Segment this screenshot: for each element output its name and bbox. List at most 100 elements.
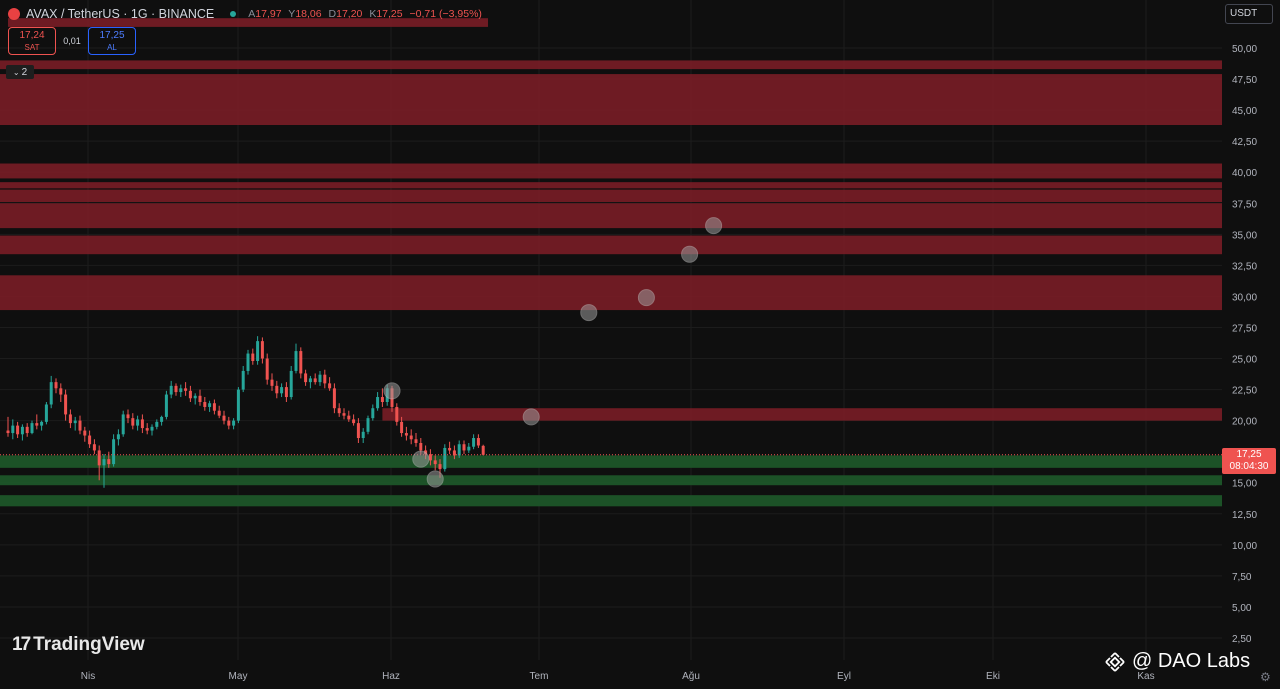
candle bbox=[30, 420, 34, 435]
ohlc-open-value: 17,97 bbox=[255, 8, 282, 20]
candle-body bbox=[6, 430, 10, 434]
candle-body bbox=[352, 419, 356, 424]
gear-icon[interactable]: ⚙ bbox=[1260, 670, 1271, 684]
candle bbox=[73, 416, 77, 431]
candle-body bbox=[155, 421, 159, 427]
candle-body bbox=[275, 385, 279, 394]
candle bbox=[54, 378, 58, 394]
candle-body bbox=[294, 351, 298, 371]
candle bbox=[131, 413, 135, 430]
candle-body bbox=[35, 423, 39, 426]
y-axis-tick-label: 25,00 bbox=[1232, 355, 1257, 366]
candle-body bbox=[150, 426, 154, 431]
support-zone bbox=[0, 455, 1222, 468]
resistance-zone bbox=[0, 235, 1222, 255]
candle bbox=[294, 343, 298, 374]
path-marker bbox=[681, 245, 699, 263]
candle bbox=[476, 434, 480, 448]
candle-body bbox=[83, 430, 87, 436]
candle-body bbox=[30, 423, 34, 434]
y-axis-tick-label: 42,50 bbox=[1232, 137, 1257, 148]
candle-body bbox=[116, 434, 120, 440]
resistance-zone bbox=[382, 408, 1222, 421]
candle-body bbox=[179, 388, 183, 393]
candle-body bbox=[308, 378, 312, 383]
candle-body bbox=[136, 419, 140, 426]
candle bbox=[49, 375, 53, 409]
candle bbox=[304, 369, 308, 386]
candle-body bbox=[59, 388, 63, 395]
candle bbox=[102, 454, 106, 488]
candle bbox=[380, 388, 384, 407]
resistance-zone bbox=[8, 18, 488, 27]
bar-countdown: 08:04:30 bbox=[1229, 461, 1269, 472]
binance-icon bbox=[1105, 651, 1125, 672]
candle-body bbox=[467, 446, 471, 451]
candle-body bbox=[203, 402, 207, 407]
candle-body bbox=[414, 439, 418, 443]
candle bbox=[179, 384, 183, 398]
candle bbox=[361, 428, 365, 443]
candle bbox=[472, 434, 476, 450]
y-axis-tick-label: 20,00 bbox=[1232, 417, 1257, 428]
path-marker bbox=[383, 382, 401, 400]
x-axis-tick-label: Haz bbox=[382, 671, 400, 682]
currency-unit-label: USDT bbox=[1230, 8, 1258, 19]
candle bbox=[169, 380, 173, 399]
candle-body bbox=[380, 397, 384, 402]
candle-body bbox=[212, 403, 216, 411]
collapse-count: 2 bbox=[21, 66, 28, 78]
candle bbox=[414, 433, 418, 447]
candle-body bbox=[270, 379, 274, 386]
y-axis-tick-label: 7,50 bbox=[1232, 572, 1252, 583]
sell-button[interactable]: 17,24 SAT bbox=[8, 27, 56, 55]
candle bbox=[116, 429, 120, 446]
candle-body bbox=[299, 351, 303, 374]
chevron-down-icon: ⌄ bbox=[12, 67, 20, 77]
sell-label: SAT bbox=[24, 43, 40, 52]
candle bbox=[208, 400, 212, 412]
buy-button[interactable]: 17,25 AL bbox=[88, 27, 136, 55]
candle bbox=[164, 390, 168, 420]
candle bbox=[400, 416, 404, 437]
binance-icon bbox=[8, 8, 20, 20]
candle-body bbox=[371, 408, 375, 419]
candle-body bbox=[64, 394, 68, 415]
candle-body bbox=[145, 428, 149, 431]
market-status-dot bbox=[230, 11, 237, 17]
candle-body bbox=[428, 454, 432, 461]
candle-body bbox=[304, 373, 308, 383]
ohlc-open-key: A bbox=[248, 8, 256, 20]
candle-body bbox=[251, 353, 255, 362]
candle-body bbox=[404, 433, 408, 436]
resistance-zone bbox=[0, 163, 1222, 179]
candle-body bbox=[227, 420, 231, 426]
candle-body bbox=[400, 421, 404, 434]
candle bbox=[409, 429, 413, 445]
ohlc-high-key: Y bbox=[288, 8, 296, 20]
last-price-value: 17,25 bbox=[1236, 449, 1262, 460]
candle bbox=[289, 365, 293, 400]
x-axis-tick-label: Eki bbox=[986, 671, 1000, 682]
candle bbox=[16, 421, 20, 439]
candle-body bbox=[332, 388, 336, 409]
indicators-collapse-button[interactable]: ⌄ 2 bbox=[6, 65, 34, 79]
watermark: @ DAO Labs bbox=[1104, 650, 1250, 673]
candle bbox=[88, 430, 92, 448]
candle bbox=[404, 426, 408, 441]
candle bbox=[140, 414, 144, 434]
candle bbox=[275, 380, 279, 399]
currency-unit-select[interactable]: USDT bbox=[1225, 4, 1273, 24]
resistance-zone bbox=[0, 275, 1222, 311]
candle bbox=[376, 392, 380, 411]
candle-body bbox=[126, 414, 130, 419]
candle bbox=[270, 373, 274, 391]
ohlc-high-value: 18,06 bbox=[295, 8, 322, 20]
symbol-title[interactable]: AVAX / TetherUS · 1G · BINANCE bbox=[26, 7, 215, 21]
y-axis-tick-label: 15,00 bbox=[1232, 479, 1257, 490]
tradingview-brand[interactable]: 17 TradingView bbox=[12, 634, 145, 656]
x-axis-tick-label: May bbox=[229, 671, 248, 682]
candle bbox=[174, 383, 178, 396]
candle bbox=[371, 404, 375, 421]
